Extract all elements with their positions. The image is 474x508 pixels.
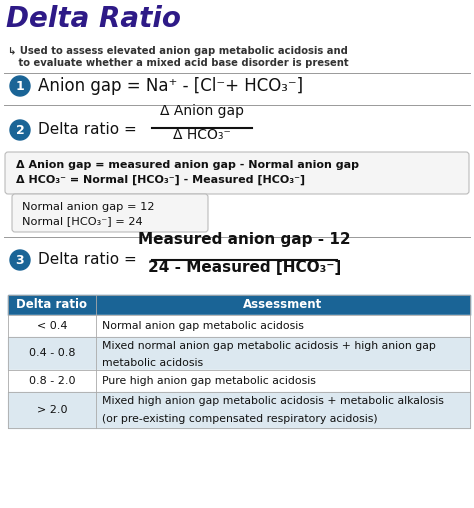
Circle shape bbox=[10, 250, 30, 270]
Bar bbox=[96, 392, 470, 428]
Bar bbox=[96, 370, 470, 392]
Text: Mixed normal anion gap metabolic acidosis + high anion gap: Mixed normal anion gap metabolic acidosi… bbox=[102, 341, 436, 351]
Text: Assessment: Assessment bbox=[243, 299, 323, 311]
Bar bbox=[8, 392, 96, 428]
Bar bbox=[96, 295, 470, 315]
FancyBboxPatch shape bbox=[5, 152, 469, 194]
Text: (or pre-existing compensated respiratory acidosis): (or pre-existing compensated respiratory… bbox=[102, 414, 378, 424]
Text: Normal anion gap = 12: Normal anion gap = 12 bbox=[22, 202, 155, 212]
Text: > 2.0: > 2.0 bbox=[37, 405, 67, 415]
Text: Normal anion gap metabolic acidosis: Normal anion gap metabolic acidosis bbox=[102, 321, 304, 331]
Text: Delta Ratio: Delta Ratio bbox=[6, 5, 181, 33]
Text: to evaluate whether a mixed acid base disorder is present: to evaluate whether a mixed acid base di… bbox=[8, 58, 348, 68]
Bar bbox=[96, 337, 470, 370]
Text: 2: 2 bbox=[16, 123, 24, 137]
FancyBboxPatch shape bbox=[12, 194, 208, 232]
Text: Normal [HCO₃⁻] = 24: Normal [HCO₃⁻] = 24 bbox=[22, 216, 143, 226]
Text: Delta ratio: Delta ratio bbox=[17, 299, 88, 311]
Bar bbox=[8, 315, 96, 337]
Text: Mixed high anion gap metabolic acidosis + metabolic alkalosis: Mixed high anion gap metabolic acidosis … bbox=[102, 396, 444, 406]
Text: Δ Anion gap = measured anion gap - Normal anion gap: Δ Anion gap = measured anion gap - Norma… bbox=[16, 160, 359, 170]
Text: Anion gap = Na⁺ - [Cl⁻+ HCO₃⁻]: Anion gap = Na⁺ - [Cl⁻+ HCO₃⁻] bbox=[38, 77, 303, 95]
Text: Measured anion gap - 12: Measured anion gap - 12 bbox=[138, 232, 351, 247]
Bar bbox=[8, 337, 96, 370]
Text: 24 - Measured [HCO₃⁻]: 24 - Measured [HCO₃⁻] bbox=[148, 260, 341, 275]
Circle shape bbox=[10, 120, 30, 140]
Text: 1: 1 bbox=[16, 79, 24, 92]
Text: Δ HCO₃⁻ = Normal [HCO₃⁻] - Measured [HCO₃⁻]: Δ HCO₃⁻ = Normal [HCO₃⁻] - Measured [HCO… bbox=[16, 175, 305, 185]
Text: Delta ratio =: Delta ratio = bbox=[38, 252, 142, 268]
Bar bbox=[96, 315, 470, 337]
Text: Δ Anion gap: Δ Anion gap bbox=[160, 104, 244, 118]
Text: Δ HCO₃⁻: Δ HCO₃⁻ bbox=[173, 128, 231, 142]
Text: 0.4 - 0.8: 0.4 - 0.8 bbox=[29, 348, 75, 359]
Text: Delta ratio =: Delta ratio = bbox=[38, 122, 142, 138]
Text: 3: 3 bbox=[16, 253, 24, 267]
Bar bbox=[8, 370, 96, 392]
Circle shape bbox=[10, 76, 30, 96]
Text: < 0.4: < 0.4 bbox=[37, 321, 67, 331]
Text: metabolic acidosis: metabolic acidosis bbox=[102, 358, 203, 367]
Bar bbox=[8, 295, 96, 315]
Text: ↳ Used to assess elevated anion gap metabolic acidosis and: ↳ Used to assess elevated anion gap meta… bbox=[8, 46, 348, 56]
Text: Pure high anion gap metabolic acidosis: Pure high anion gap metabolic acidosis bbox=[102, 376, 316, 386]
Text: 0.8 - 2.0: 0.8 - 2.0 bbox=[29, 376, 75, 386]
